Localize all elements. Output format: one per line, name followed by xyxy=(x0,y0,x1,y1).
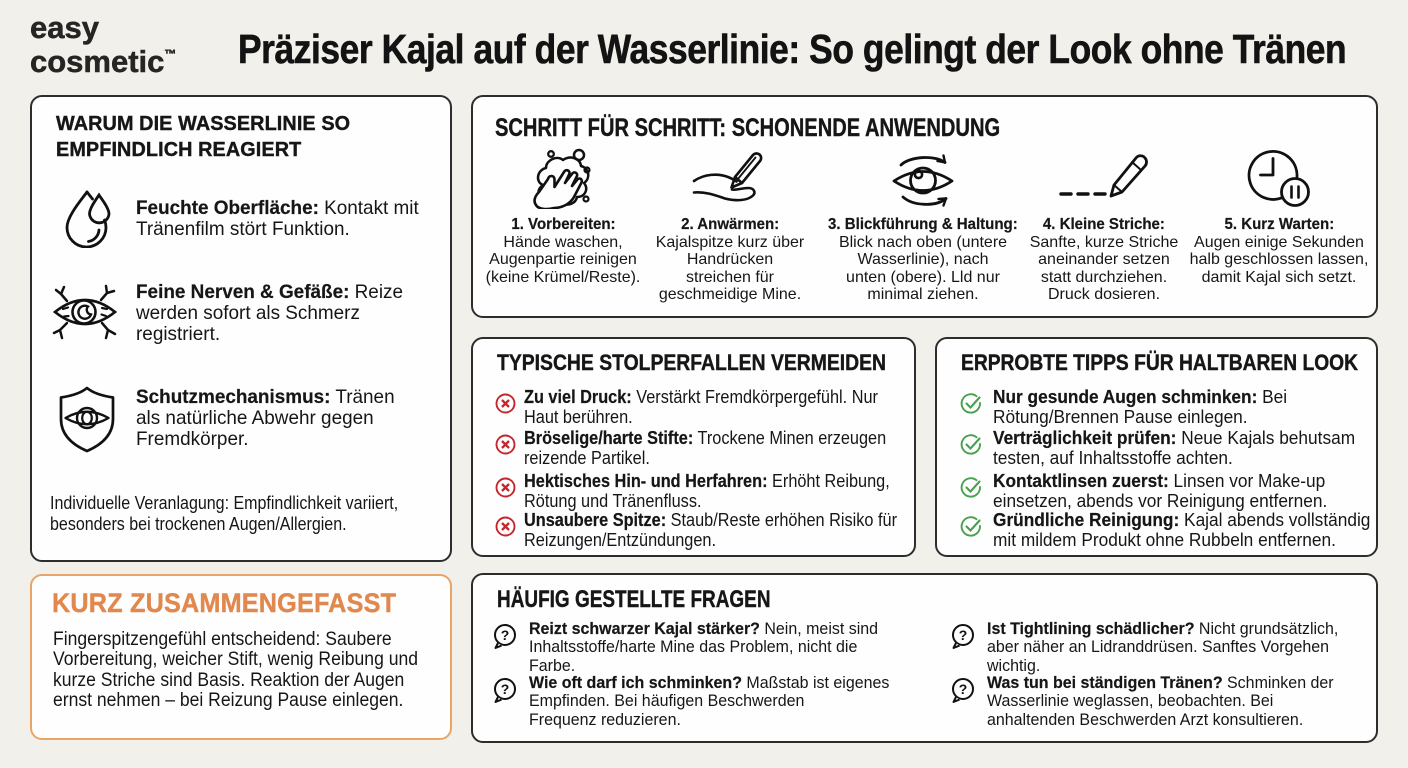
svg-text:?: ? xyxy=(501,627,510,643)
svg-text:?: ? xyxy=(501,681,510,697)
svg-text:?: ? xyxy=(959,681,968,697)
svg-text:?: ? xyxy=(959,627,968,643)
